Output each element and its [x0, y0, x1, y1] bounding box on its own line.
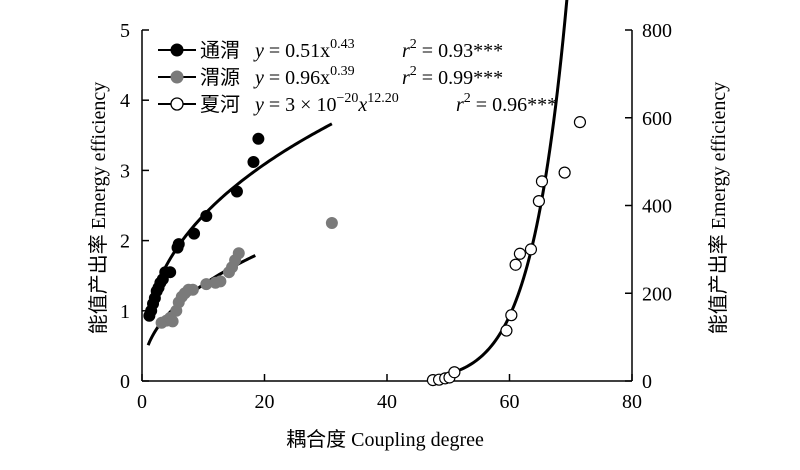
legend-label-xiahe: 夏河 [200, 93, 240, 116]
legend-r2-tongwei: r2 = 0.93*** [402, 37, 503, 62]
x-tick-label: 0 [137, 391, 147, 413]
legend-r2-value-xiahe: = 0.96*** [471, 94, 557, 116]
data-point-夏河 [448, 366, 461, 379]
x-axis-title: 耦合度 Coupling degree [286, 428, 484, 451]
legend-eq-exp-tongwei: 0.43 [330, 37, 355, 52]
legend-label-tongwei: 通渭 [200, 39, 240, 62]
y-axis-title-left: 能值产出率 Emergy efficiency [87, 82, 110, 335]
data-point-渭源 [166, 315, 179, 328]
x-tick-label: 80 [622, 391, 642, 413]
y-tick-label-right: 0 [642, 371, 652, 393]
legend-eq-prefix-tongwei: = 0.51x [264, 40, 330, 62]
data-point-通渭 [200, 210, 213, 223]
legend-marker-weiyuan [170, 70, 184, 84]
legend-eq-prefix-weiyuan: = 0.96x [264, 67, 330, 89]
data-point-通渭 [172, 238, 185, 251]
legend-label-weiyuan: 渭源 [200, 66, 240, 89]
y-tick-label-left: 5 [120, 20, 130, 42]
y-tick-label-right: 200 [642, 283, 672, 305]
legend-r2-symbol-xiahe: r [456, 94, 464, 116]
data-point-夏河 [558, 166, 571, 179]
data-point-夏河 [509, 258, 522, 271]
legend-r2-symbol-tongwei: r [402, 40, 410, 62]
y-tick-label-right: 400 [642, 196, 672, 218]
legend-r2-weiyuan: r2 = 0.99*** [402, 64, 503, 89]
data-point-夏河 [532, 195, 546, 208]
data-point-渭源 [325, 217, 338, 230]
data-point-通渭 [252, 132, 265, 145]
legend-equation-tongwei: y = 0.51x0.43 [253, 37, 355, 62]
legend-marker-tongwei [170, 43, 184, 57]
legend-r2-xiahe: r2 = 0.96*** [456, 91, 557, 116]
y-tick-label-right: 600 [642, 108, 672, 130]
data-point-通渭 [164, 266, 177, 279]
legend-r2-value-tongwei: = 0.93*** [417, 40, 503, 62]
data-point-通渭 [188, 227, 201, 240]
y-tick-label-right: 800 [642, 20, 672, 42]
x-tick-label: 20 [255, 391, 275, 413]
x-tick-label: 40 [377, 391, 397, 413]
data-point-夏河 [535, 175, 549, 188]
y-tick-label-left: 2 [120, 231, 130, 253]
data-point-渭源 [186, 283, 199, 296]
data-points [143, 116, 587, 387]
legend-eq-exp2-xiahe: 12.20 [367, 91, 399, 106]
data-point-夏河 [505, 309, 518, 322]
y-axis-title-right: 能值产出率 Emergy efficiency [707, 82, 730, 335]
y-tick-label-left: 0 [120, 371, 130, 393]
data-point-夏河 [513, 247, 527, 260]
legend-equation-xiahe: y = 3 × 10−20x12.20 [253, 91, 399, 116]
y-tick-label-left: 3 [120, 160, 130, 182]
legend-eq-suffix-xiahe: x [357, 94, 367, 116]
legend-r2-value-weiyuan: = 0.99*** [417, 67, 503, 89]
data-point-夏河 [500, 324, 513, 337]
legend-eq-prefix-xiahe: = 3 × 10 [264, 94, 337, 116]
legend-eq-exp-xiahe: −20 [336, 91, 358, 106]
data-point-夏河 [573, 116, 587, 129]
data-point-夏河 [524, 243, 538, 256]
y-tick-label-left: 1 [120, 301, 130, 323]
x-tick-label: 60 [500, 391, 520, 413]
legend-equation-weiyuan: y = 0.96x0.39 [253, 64, 355, 89]
legend-marker-xiahe [170, 97, 184, 111]
data-point-通渭 [247, 155, 260, 168]
legend-r2-symbol-weiyuan: r [402, 67, 410, 89]
data-point-通渭 [230, 185, 243, 198]
y-tick-label-left: 4 [120, 90, 130, 112]
legend: 通渭 y = 0.51x0.43 r2 = 0.93*** 渭源 y = 0.9… [158, 37, 557, 116]
legend-eq-exp-weiyuan: 0.39 [330, 64, 355, 79]
data-point-渭源 [214, 275, 227, 288]
fit-line-渭源 [159, 122, 333, 279]
data-point-渭源 [232, 247, 245, 260]
